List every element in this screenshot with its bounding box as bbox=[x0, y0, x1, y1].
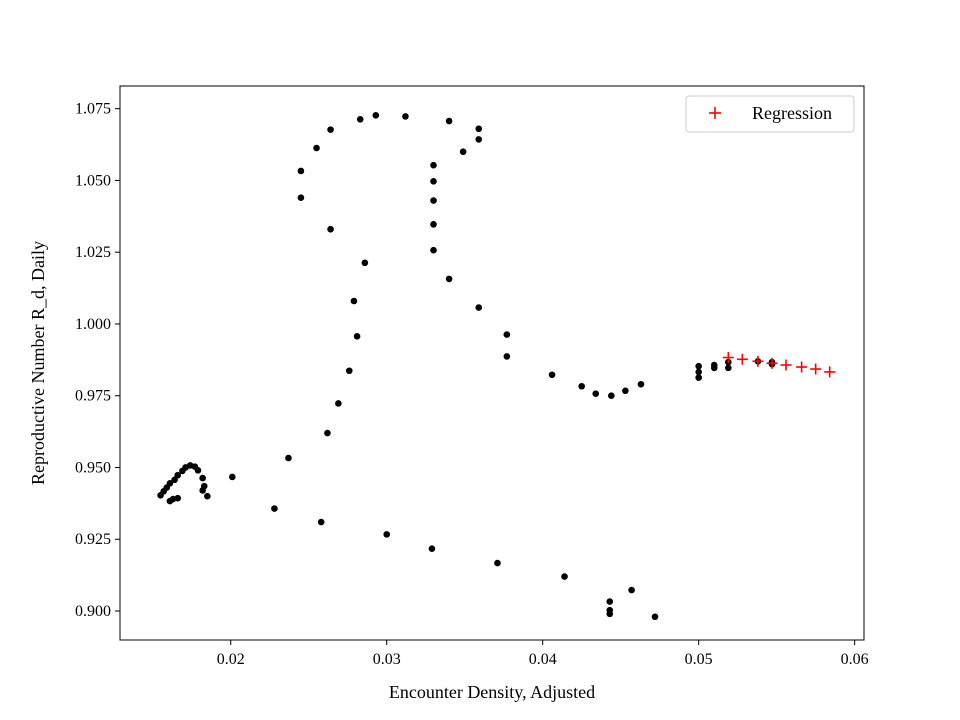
y-tick-label: 1.050 bbox=[75, 172, 111, 189]
data-point bbox=[695, 362, 702, 370]
regression-point bbox=[736, 353, 748, 365]
data-point bbox=[475, 304, 483, 311]
x-tick-label: 0.02 bbox=[217, 651, 245, 668]
data-point bbox=[475, 136, 483, 143]
y-tick-label: 1.025 bbox=[75, 244, 111, 261]
x-tick-label: 0.06 bbox=[841, 651, 869, 668]
data-point bbox=[651, 613, 659, 621]
data-point bbox=[503, 331, 511, 338]
data-point bbox=[561, 573, 568, 580]
data-point bbox=[353, 333, 361, 340]
y-tick-label: 0.950 bbox=[75, 459, 111, 476]
y-tick-label: 0.925 bbox=[75, 531, 111, 548]
regression-point bbox=[810, 363, 822, 375]
data-point bbox=[229, 473, 236, 481]
y-tick-label: 1.000 bbox=[75, 316, 111, 333]
data-point bbox=[166, 479, 174, 487]
data-point bbox=[592, 390, 600, 398]
x-tick-label: 0.05 bbox=[685, 651, 713, 668]
legend-box bbox=[685, 95, 855, 133]
data-point bbox=[327, 225, 334, 233]
data-point bbox=[327, 126, 334, 133]
data-point bbox=[430, 246, 437, 254]
data-point bbox=[350, 297, 358, 305]
data-point bbox=[297, 167, 305, 175]
data-point bbox=[622, 387, 629, 395]
data-point bbox=[174, 471, 182, 479]
data-point bbox=[194, 467, 202, 474]
data-point bbox=[335, 400, 342, 407]
data-point bbox=[606, 598, 614, 605]
data-point bbox=[345, 367, 353, 375]
legend-label-regression: Regression bbox=[752, 103, 832, 123]
regression-point bbox=[796, 361, 808, 373]
data-point bbox=[710, 361, 718, 369]
data-point bbox=[475, 125, 483, 133]
regression-point bbox=[780, 359, 792, 371]
data-point bbox=[271, 505, 278, 512]
data-point bbox=[445, 117, 453, 125]
data-point bbox=[199, 474, 206, 482]
y-axis-ticks: 0.900 0.925 0.950 0.975 1.000 1.025 1.050 1.075 bbox=[75, 101, 120, 620]
data-point bbox=[695, 374, 702, 381]
data-point bbox=[494, 559, 501, 567]
points-layer bbox=[157, 111, 836, 621]
data-point bbox=[430, 221, 437, 228]
regression-point bbox=[766, 357, 778, 369]
data-point bbox=[428, 545, 436, 553]
data-point bbox=[459, 148, 467, 156]
data-point bbox=[199, 487, 206, 494]
data-point bbox=[578, 382, 585, 390]
plot-frame bbox=[119, 85, 865, 641]
x-tick-label: 0.04 bbox=[529, 651, 557, 668]
data-point bbox=[356, 115, 364, 123]
data-point bbox=[695, 368, 702, 376]
data-point bbox=[503, 353, 511, 360]
y-axis-label: Reproductive Number R_d, Daily bbox=[28, 241, 48, 485]
data-point bbox=[402, 113, 409, 120]
x-axis-ticks: 0.02 0.03 0.04 0.05 0.06 bbox=[217, 640, 869, 668]
regression-point bbox=[752, 355, 764, 367]
data-point bbox=[166, 497, 174, 505]
regression-point bbox=[824, 366, 836, 378]
regression-point bbox=[722, 352, 734, 364]
legend: Regression bbox=[685, 95, 855, 133]
data-point bbox=[725, 364, 732, 372]
x-axis-label: Encounter Density, Adjusted bbox=[389, 682, 595, 702]
data-point bbox=[445, 275, 453, 283]
legend-marker-plus bbox=[709, 107, 721, 119]
y-tick-label: 1.075 bbox=[75, 101, 111, 118]
data-point bbox=[637, 380, 645, 388]
data-point bbox=[548, 371, 556, 379]
data-point bbox=[628, 586, 635, 594]
y-tick-label: 0.975 bbox=[75, 388, 111, 405]
data-point bbox=[606, 610, 614, 618]
y-tick-label: 0.900 bbox=[75, 603, 111, 620]
data-point bbox=[430, 161, 437, 169]
data-point bbox=[317, 518, 325, 526]
data-point bbox=[608, 392, 615, 400]
x-tick-label: 0.03 bbox=[373, 651, 401, 668]
data-point bbox=[361, 259, 369, 267]
data-point bbox=[430, 177, 437, 185]
data-point bbox=[297, 194, 305, 201]
data-point bbox=[313, 144, 320, 152]
data-point bbox=[372, 111, 380, 119]
data-point bbox=[204, 492, 211, 500]
data-point bbox=[324, 429, 331, 437]
data-point bbox=[285, 454, 292, 462]
data-point bbox=[430, 197, 437, 204]
data-point bbox=[383, 531, 391, 538]
